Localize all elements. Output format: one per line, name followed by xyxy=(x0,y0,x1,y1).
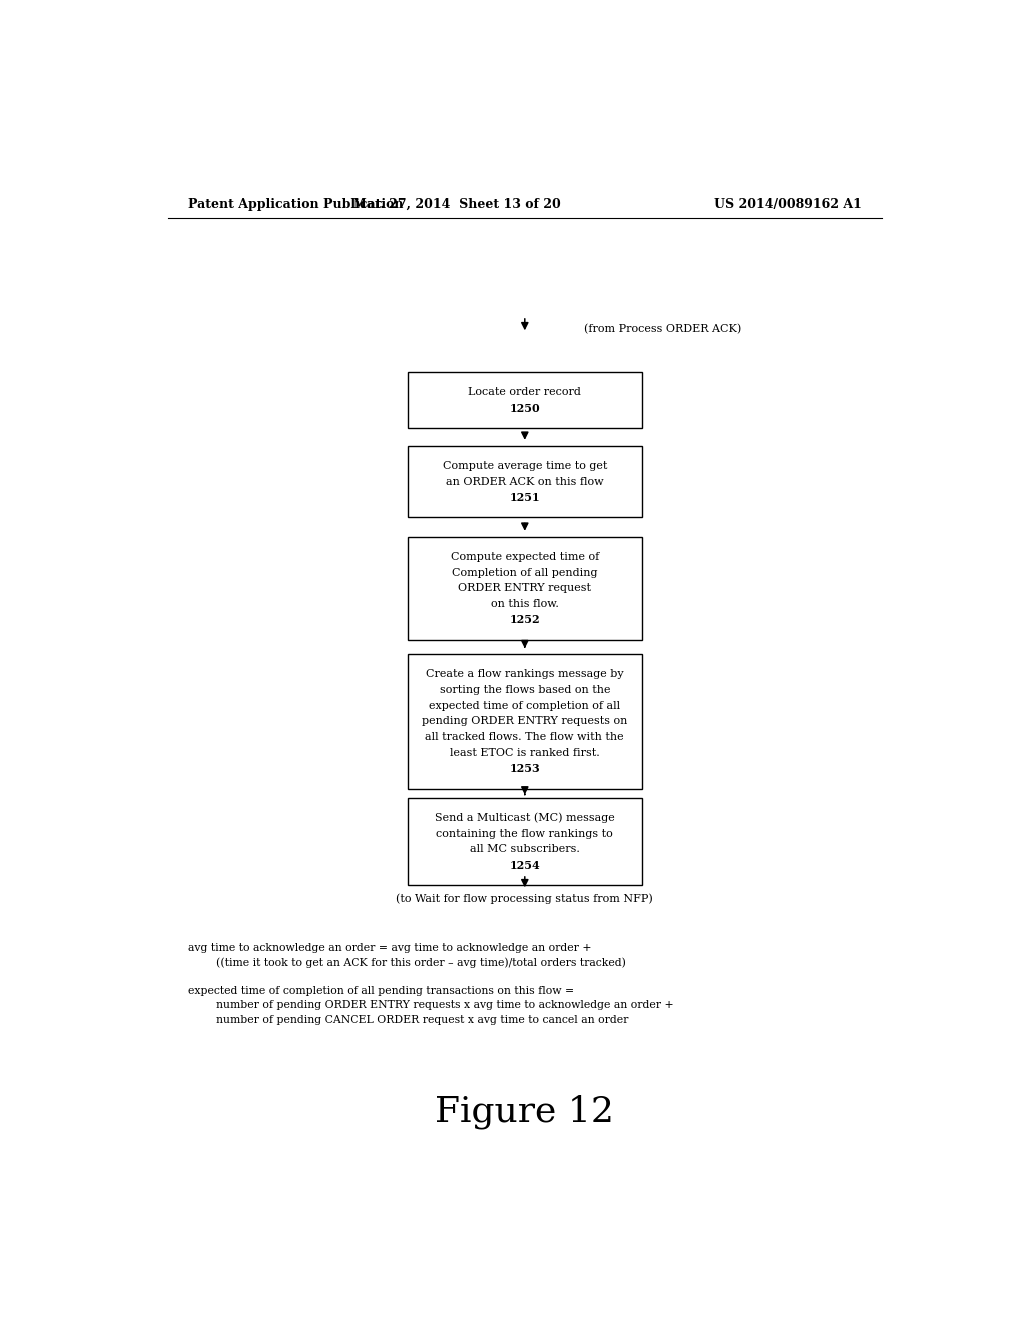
Text: least ETOC is ranked first.: least ETOC is ranked first. xyxy=(450,748,600,758)
Text: expected time of completion of all pending transactions on this flow =
        n: expected time of completion of all pendi… xyxy=(187,986,673,1024)
Text: Compute average time to get: Compute average time to get xyxy=(442,461,607,471)
Text: Create a flow rankings message by: Create a flow rankings message by xyxy=(426,669,624,680)
Text: pending ORDER ENTRY requests on: pending ORDER ENTRY requests on xyxy=(422,717,628,726)
Text: containing the flow rankings to: containing the flow rankings to xyxy=(436,829,613,838)
Text: an ORDER ACK on this flow: an ORDER ACK on this flow xyxy=(446,477,603,487)
Text: 1250: 1250 xyxy=(510,403,540,413)
Text: all MC subscribers.: all MC subscribers. xyxy=(470,845,580,854)
Text: US 2014/0089162 A1: US 2014/0089162 A1 xyxy=(714,198,862,211)
Text: on this flow.: on this flow. xyxy=(490,599,559,609)
Bar xyxy=(408,446,642,517)
Text: Mar. 27, 2014  Sheet 13 of 20: Mar. 27, 2014 Sheet 13 of 20 xyxy=(353,198,561,211)
Text: 1251: 1251 xyxy=(510,492,540,503)
Text: 1254: 1254 xyxy=(509,859,541,871)
Text: ORDER ENTRY request: ORDER ENTRY request xyxy=(459,583,591,593)
Text: all tracked flows. The flow with the: all tracked flows. The flow with the xyxy=(426,733,624,742)
Text: 1252: 1252 xyxy=(510,614,540,626)
Text: expected time of completion of all: expected time of completion of all xyxy=(429,701,621,710)
Text: Send a Multicast (MC) message: Send a Multicast (MC) message xyxy=(435,813,614,824)
Text: Locate order record: Locate order record xyxy=(468,388,582,397)
Bar xyxy=(408,372,642,428)
Bar xyxy=(408,537,642,640)
Text: sorting the flows based on the: sorting the flows based on the xyxy=(439,685,610,694)
Text: Figure 12: Figure 12 xyxy=(435,1094,614,1129)
Text: avg time to acknowledge an order = avg time to acknowledge an order +
        ((: avg time to acknowledge an order = avg t… xyxy=(187,942,626,969)
Text: Patent Application Publication: Patent Application Publication xyxy=(187,198,403,211)
Bar xyxy=(408,655,642,789)
Text: 1253: 1253 xyxy=(509,763,541,775)
Text: (from Process ORDER ACK): (from Process ORDER ACK) xyxy=(585,323,741,334)
Text: (to Wait for flow processing status from NFP): (to Wait for flow processing status from… xyxy=(396,894,653,904)
Text: Completion of all pending: Completion of all pending xyxy=(452,568,598,578)
Text: Compute expected time of: Compute expected time of xyxy=(451,552,599,562)
Bar xyxy=(408,797,642,886)
